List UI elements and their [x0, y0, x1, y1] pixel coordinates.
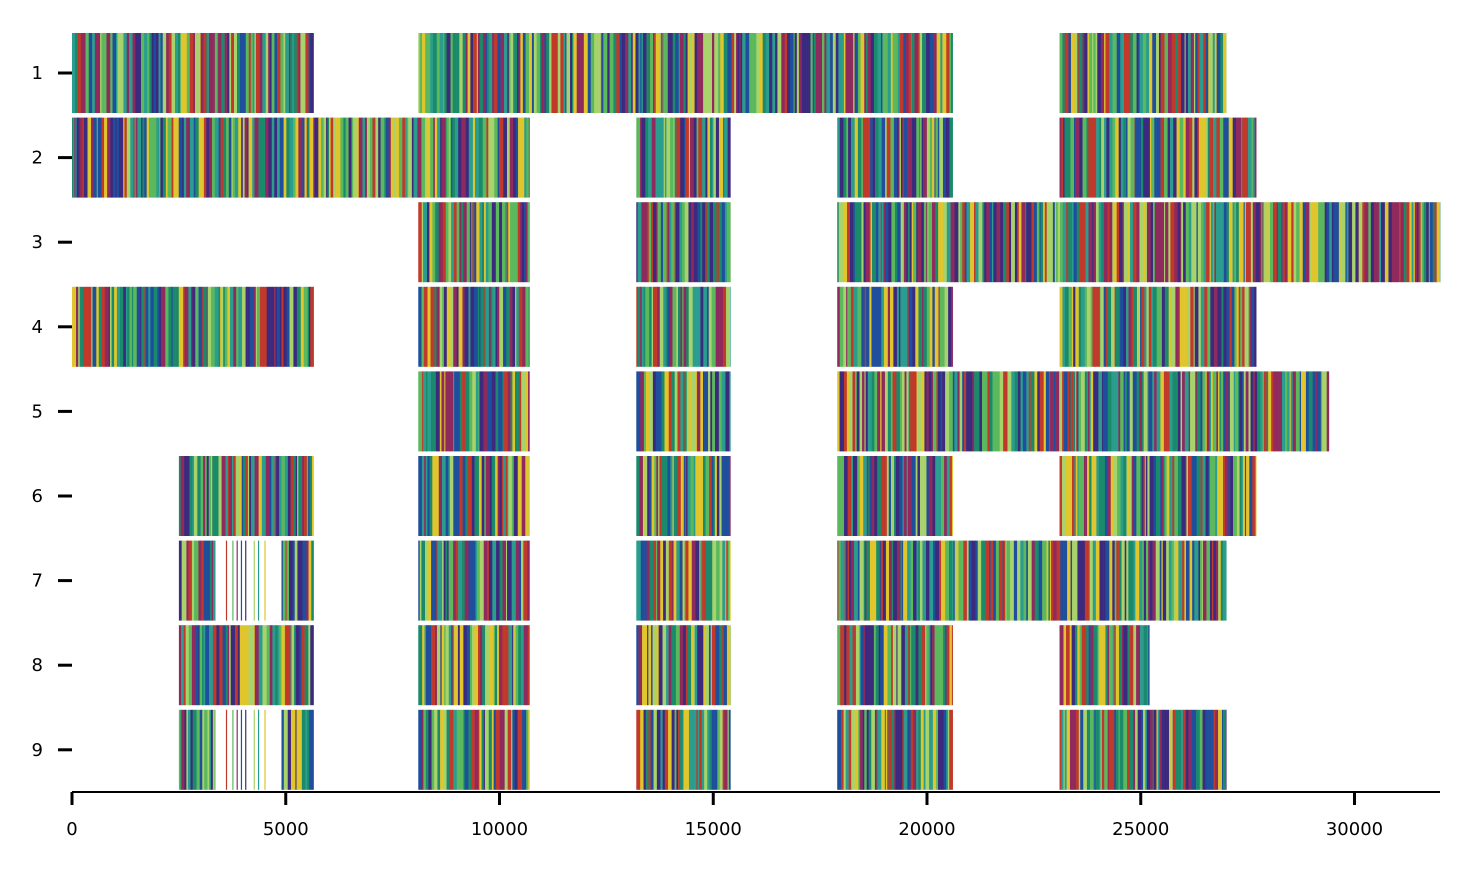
- y-axis: 1 2 3 4 5 6 7 8 9: [32, 63, 72, 761]
- sparse-line-mark: [245, 709, 247, 790]
- heatmap-segment: [281, 540, 314, 621]
- sparse-line-mark: [264, 540, 266, 621]
- x-tick-label: 5000: [263, 819, 309, 840]
- heatmap-segment: [837, 540, 1227, 621]
- heatmap-segment: [418, 709, 530, 790]
- y-tick-label: 2: [32, 148, 43, 169]
- heatmap-segment: [72, 117, 530, 198]
- heatmap-segment: [1059, 117, 1257, 198]
- heatmap-segment: [178, 625, 314, 706]
- sparse-line-mark: [245, 540, 247, 621]
- heatmap-segment: [1059, 33, 1227, 113]
- x-tick-label: 25000: [1112, 819, 1169, 840]
- heatmap-segment: [418, 371, 530, 452]
- sparse-line-mark: [264, 709, 266, 790]
- sparse-line-mark: [232, 709, 234, 790]
- heatmap-segment: [837, 456, 953, 536]
- heatmap-segment: [837, 117, 953, 198]
- x-tick-label: 10000: [471, 819, 528, 840]
- y-tick-label: 9: [32, 740, 43, 761]
- heatmap-segment: [418, 202, 530, 283]
- heatmap-segment: [636, 202, 731, 283]
- sparse-line-mark: [225, 540, 228, 621]
- y-tick-label: 5: [32, 401, 43, 422]
- heatmap-segment: [636, 117, 731, 198]
- x-tick-label: 15000: [685, 819, 742, 840]
- heatmap-segment: [837, 709, 953, 790]
- y-tick-label: 4: [32, 317, 43, 338]
- y-tick-label: 3: [32, 232, 43, 253]
- heatmap-segment: [636, 540, 731, 621]
- y-tick-label: 7: [32, 571, 43, 592]
- heatmap-segment: [72, 33, 314, 113]
- heatmap-segment: [1059, 625, 1150, 706]
- heatmap-segment: [418, 33, 953, 113]
- heatmap-segment: [837, 371, 1330, 452]
- x-tick-label: 0: [66, 819, 77, 840]
- heatmap-segment: [636, 456, 731, 536]
- heatmap-segment: [418, 456, 530, 536]
- heatmap-segment: [636, 371, 731, 452]
- sparse-line-mark: [257, 540, 260, 621]
- heatmap-segment: [178, 456, 314, 536]
- heatmap-segment: [837, 202, 1441, 283]
- heatmap-bands: [72, 33, 1441, 790]
- y-tick-label: 6: [32, 486, 43, 507]
- heatmap-segment: [418, 625, 530, 706]
- heatmap-segment: [636, 709, 731, 790]
- heatmap-segment: [1059, 709, 1227, 790]
- x-tick-label: 20000: [898, 819, 955, 840]
- heatmap-segment: [837, 625, 953, 706]
- heatmap-segment: [178, 540, 216, 621]
- sparse-line-mark: [232, 540, 234, 621]
- y-tick-label: 8: [32, 655, 43, 676]
- heatmap-segment: [418, 540, 530, 621]
- sparse-line-mark: [225, 709, 228, 790]
- heatmap-segment: [281, 709, 314, 790]
- heatmap-segment: [1059, 286, 1257, 367]
- sparse-line-mark: [257, 709, 260, 790]
- heatmap-segment: [418, 286, 530, 367]
- sparse-line-mark: [253, 709, 255, 790]
- sparse-line-mark: [236, 709, 238, 790]
- x-axis: 0 5000 10000 15000 20000 25000 30000: [66, 791, 1440, 840]
- heatmap-segment: [178, 709, 216, 790]
- heatmap-segment: [636, 286, 731, 367]
- heatmap-segment: [72, 286, 314, 367]
- heatmap-segment: [837, 286, 953, 367]
- x-tick-label: 30000: [1326, 819, 1383, 840]
- sparse-line-mark: [240, 540, 243, 621]
- heatmap-segment: [1059, 456, 1257, 536]
- sparse-line-mark: [240, 709, 243, 790]
- sparse-line-mark: [236, 540, 238, 621]
- y-tick-label: 1: [32, 63, 43, 84]
- sparse-line-mark: [253, 540, 255, 621]
- heatmap-segment: [636, 625, 731, 706]
